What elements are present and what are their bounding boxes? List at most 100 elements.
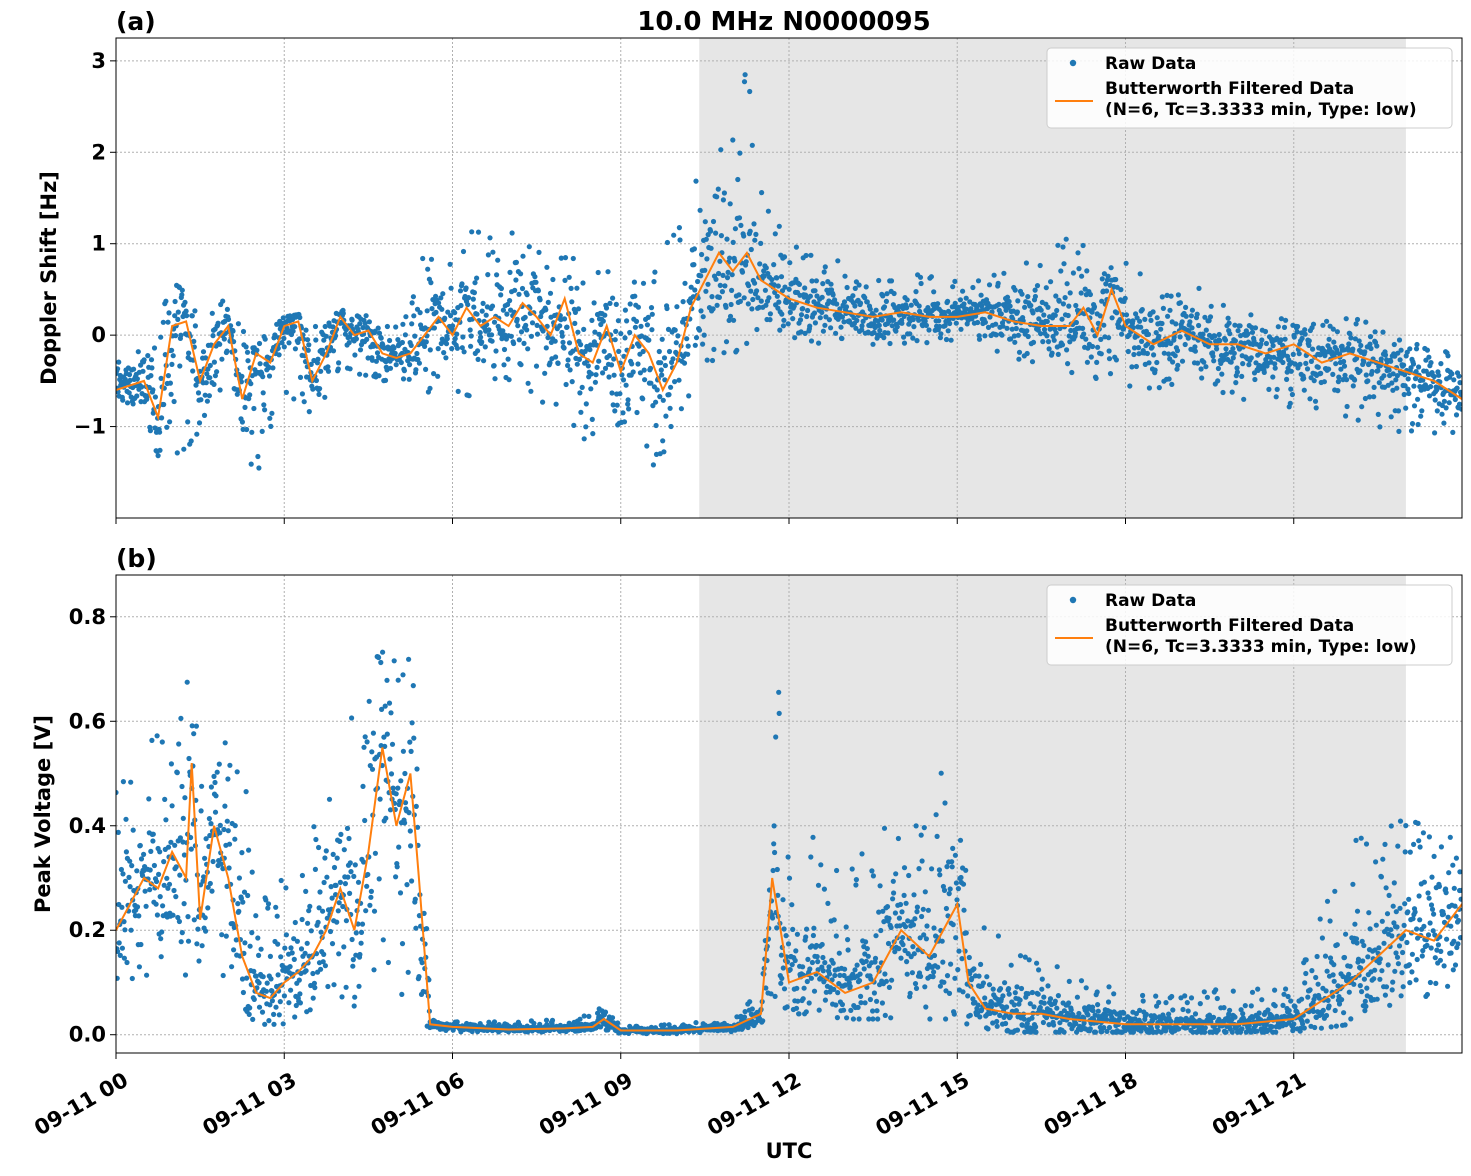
raw-data-point [384, 678, 389, 683]
raw-data-point [360, 784, 365, 789]
raw-data-point [1447, 400, 1452, 405]
raw-data-point [881, 335, 886, 340]
raw-data-point [600, 370, 605, 375]
raw-data-point [166, 845, 171, 850]
raw-data-point [1303, 971, 1308, 976]
raw-data-point [350, 964, 355, 969]
raw-data-point [1221, 303, 1226, 308]
raw-data-point [774, 275, 779, 280]
raw-data-point [418, 310, 423, 315]
raw-data-point [295, 939, 300, 944]
raw-data-point [316, 845, 321, 850]
raw-data-point [887, 341, 892, 346]
raw-data-point [256, 953, 261, 958]
raw-data-point [240, 900, 245, 905]
raw-data-point [578, 342, 583, 347]
raw-data-point [1033, 294, 1038, 299]
raw-data-point [782, 926, 787, 931]
raw-data-point [428, 280, 433, 285]
raw-data-point [407, 362, 412, 367]
raw-data-point [1151, 352, 1156, 357]
raw-data-point [1146, 360, 1151, 365]
raw-data-point [736, 292, 741, 297]
raw-data-point [968, 1013, 973, 1018]
raw-data-point [387, 701, 392, 706]
raw-data-point [947, 991, 952, 996]
raw-data-point [1239, 374, 1244, 379]
raw-data-point [731, 240, 736, 245]
raw-data-point [1365, 378, 1370, 383]
raw-data-point [814, 278, 819, 283]
raw-data-point [548, 291, 553, 296]
raw-data-point [260, 429, 265, 434]
raw-data-point [260, 374, 265, 379]
raw-data-point [383, 378, 388, 383]
raw-data-point [1335, 329, 1340, 334]
raw-data-point [885, 904, 890, 909]
raw-data-point [1173, 353, 1178, 358]
raw-data-point [1368, 346, 1373, 351]
raw-data-point [1007, 992, 1012, 997]
raw-data-point [913, 981, 918, 986]
raw-data-point [1246, 362, 1251, 367]
raw-data-point [1300, 336, 1305, 341]
raw-data-point [365, 739, 370, 744]
raw-data-point [934, 812, 939, 817]
raw-data-point [1348, 335, 1353, 340]
raw-data-point [641, 281, 646, 286]
raw-data-point [873, 933, 878, 938]
raw-data-point [324, 875, 329, 880]
raw-data-point [291, 396, 296, 401]
raw-data-point [749, 247, 754, 252]
raw-data-point [1253, 325, 1258, 330]
raw-data-point [277, 1012, 282, 1017]
raw-data-point [773, 994, 778, 999]
raw-data-point [160, 903, 165, 908]
raw-data-point [1000, 993, 1005, 998]
raw-data-point [898, 902, 903, 907]
raw-data-point [657, 349, 662, 354]
raw-data-point [1264, 341, 1269, 346]
raw-data-point [1297, 362, 1302, 367]
raw-data-point [250, 870, 255, 875]
raw-data-point [134, 393, 139, 398]
raw-data-point [661, 398, 666, 403]
raw-data-point [1259, 337, 1264, 342]
raw-data-point [904, 305, 909, 310]
raw-data-point [449, 286, 454, 291]
raw-data-point [521, 341, 526, 346]
raw-data-point [129, 863, 134, 868]
raw-data-point [486, 252, 491, 257]
raw-data-point [361, 745, 366, 750]
raw-data-point [1185, 1000, 1190, 1005]
raw-data-point [1406, 391, 1411, 396]
raw-data-point [1081, 243, 1086, 248]
raw-data-point [1190, 308, 1195, 313]
raw-data-point [982, 333, 987, 338]
raw-data-point [263, 337, 268, 342]
raw-data-point [948, 886, 953, 891]
raw-data-point [693, 179, 698, 184]
raw-data-point [542, 371, 547, 376]
raw-data-point [394, 362, 399, 367]
raw-data-point [905, 297, 910, 302]
raw-data-point [976, 974, 981, 979]
raw-data-point [1048, 996, 1053, 1001]
raw-data-point [1405, 387, 1410, 392]
raw-data-point [486, 327, 491, 332]
raw-data-point [723, 305, 728, 310]
raw-data-point [184, 309, 189, 314]
raw-data-point [277, 352, 282, 357]
raw-data-point [1415, 397, 1420, 402]
raw-data-point [180, 930, 185, 935]
raw-data-point [910, 944, 915, 949]
raw-data-point [914, 909, 919, 914]
raw-data-point [807, 1000, 812, 1005]
raw-data-point [556, 361, 561, 366]
raw-data-point [380, 650, 385, 655]
raw-data-point [833, 1002, 838, 1007]
raw-data-point [834, 933, 839, 938]
raw-data-point [1312, 378, 1317, 383]
raw-data-point [604, 305, 609, 310]
raw-data-point [413, 897, 418, 902]
